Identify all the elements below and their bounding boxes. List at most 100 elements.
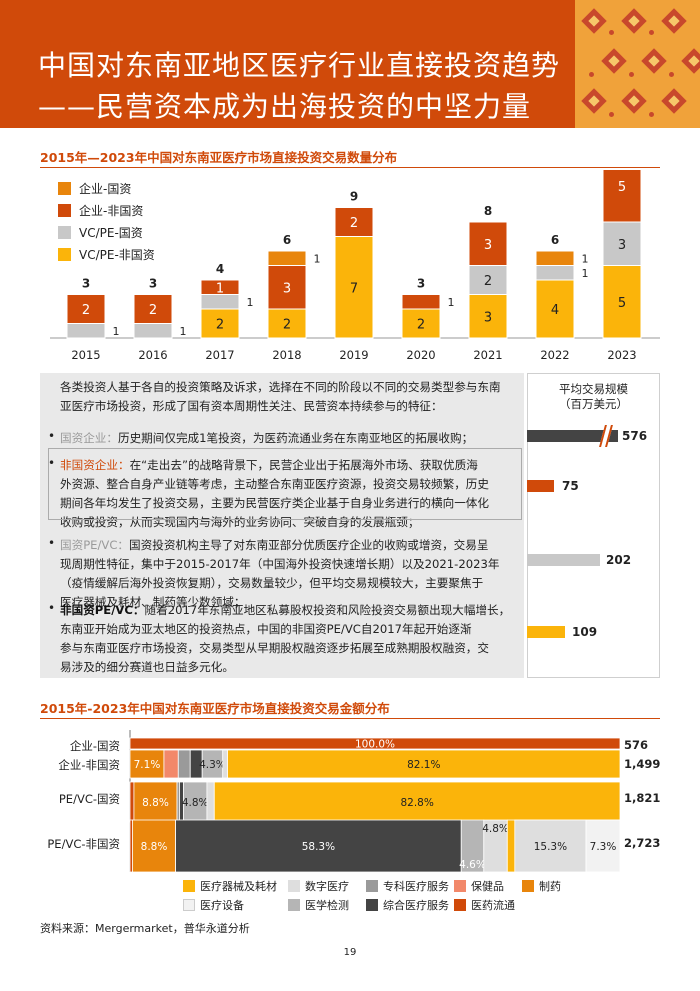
- intro-line1: 各类投资人基于各自的投资策略及诉求，选择在不同的阶段以不同的交易类型参与东南: [60, 380, 501, 394]
- data-label: 3: [484, 238, 492, 253]
- bar-segment: [468, 294, 508, 339]
- legend-swatch: [58, 248, 71, 261]
- bar-segment: [602, 265, 642, 339]
- avg-bar-nonstate-enterprise: [527, 480, 554, 492]
- bullet1-line1: 国资企业：历史期间仅完成1笔投资，为医药流通业务在东南亚地区的拓展收购；: [60, 429, 473, 448]
- row-total-1: 1,499: [624, 757, 661, 771]
- bar-segment: [200, 294, 240, 310]
- value-legend-3: 保健品: [454, 878, 504, 894]
- value-legend-2: 专科医疗服务: [366, 878, 449, 894]
- avg-bar-state-enterprise: [527, 430, 618, 442]
- selected-bullet-outline: [48, 448, 522, 520]
- page-number: 19: [343, 947, 357, 958]
- bullet3-line2: 现周期性特征，集中于2015-2017年（中国海外投资快速增长期）以及2021-…: [60, 557, 500, 571]
- segment-label: 4.3%: [199, 759, 226, 771]
- tick-label: 2019: [339, 348, 368, 362]
- bar-segment: [177, 749, 191, 779]
- bar-segment: [66, 294, 106, 324]
- data-label: 1: [582, 252, 589, 265]
- segment-label: 82.1%: [407, 759, 440, 771]
- bullet2-line2: 外资源、整合自身产业链等考虑，主动整合东南亚医疗资源，投资交易较频繁，历史: [60, 477, 489, 491]
- data-label: 7: [350, 281, 358, 296]
- source-note: 资料来源：Mergermarket，普华永道分析: [40, 922, 250, 935]
- data-label: 2: [216, 318, 224, 333]
- row-label-state-enterprise: 企业-国资: [69, 739, 120, 753]
- bar-segment: [129, 749, 165, 779]
- row-total-2: 1,821: [624, 791, 661, 805]
- value-legend-8: 医药流通: [454, 897, 515, 913]
- bar-segment: [206, 781, 215, 823]
- avg-value-state-enterprise: 576: [622, 429, 648, 443]
- legend-label: 专科医疗服务: [383, 880, 449, 893]
- legend-item-3: VC/PE-非国资: [58, 246, 155, 263]
- bar-segment: [200, 279, 240, 295]
- avg-bar-nonstate-pevc: [527, 626, 565, 638]
- row-label-nonstate-pevc: PE/VC-非国资: [47, 837, 120, 851]
- legend-swatch: [58, 226, 71, 239]
- legend-swatch: [454, 899, 466, 911]
- bar-segment: [535, 279, 575, 339]
- bar-segment: [66, 323, 106, 339]
- total-label: 3: [82, 277, 90, 291]
- legend-swatch: [288, 899, 300, 911]
- bullet4-line2: 东南亚开始成为亚太地区的投资热点，中国的非国资PE/VC自2017年起开始逐渐: [60, 622, 472, 636]
- avg-value-nonstate-enterprise: 75: [562, 479, 579, 493]
- segment-label: 15.3%: [534, 841, 567, 853]
- bullet3-text: 国资投资机构主导了对东南亚部分优质医疗企业的收购或增资，交易呈: [129, 538, 489, 552]
- tick-label: 2018: [272, 348, 301, 362]
- page-title-line2: ——民营资本成为出海投资的中坚力量: [38, 90, 532, 123]
- value-legend-0: 医疗器械及耗材: [183, 878, 277, 894]
- data-label: 3: [283, 281, 291, 296]
- total-label: 4: [216, 262, 224, 276]
- bullet2-text: 在“走出去”的战略背景下，民营企业出于拓展海外市场、获取优质海: [129, 458, 478, 472]
- bar-segment: [535, 250, 575, 266]
- value-legend-4: 制药: [522, 878, 561, 894]
- value-legend-1: 数字医疗: [288, 878, 349, 894]
- data-label: 2: [350, 216, 358, 231]
- value-legend-5: 医疗设备: [183, 897, 244, 913]
- segment-label: 100.0%: [355, 739, 395, 751]
- data-label: 5: [618, 296, 626, 311]
- bar-segment: [175, 819, 462, 873]
- section1-rule: [40, 167, 660, 168]
- data-label: 1: [582, 267, 589, 280]
- total-label: 3: [417, 277, 425, 291]
- legend-swatch: [288, 880, 300, 892]
- legend-swatch: [58, 204, 71, 217]
- bar-segment: [222, 749, 228, 779]
- tick-label: 2022: [540, 348, 569, 362]
- legend-label: 保健品: [471, 880, 504, 893]
- avg-value-nonstate-pevc: 109: [572, 625, 598, 639]
- legend-swatch: [454, 880, 466, 892]
- legend-label: VC/PE-国资: [79, 226, 143, 240]
- deal-value-chart: 100.0% 7.1% 4.3% 82.1% 8.8% 4.8% 82.8% 8.8% 58.3…: [129, 730, 621, 873]
- legend-label: 企业-国资: [79, 182, 132, 196]
- section2-title: 2015年-2023年中国对东南亚医疗市场直接投资交易金额分布: [40, 701, 390, 716]
- row-total-3: 2,723: [624, 836, 661, 850]
- legend-swatch: [366, 880, 378, 892]
- segment-label: 4.8%: [182, 797, 209, 809]
- legend-label: 医疗设备: [200, 899, 244, 912]
- bullet4-text: 随着2017年东南亚地区私募股权投资和风险投资交易额出现大幅增长，: [144, 603, 511, 617]
- legend-label: 企业-非国资: [79, 204, 144, 218]
- total-label: 8: [484, 204, 492, 218]
- legend-label: 医学检测: [305, 899, 349, 912]
- row-label-nonstate-enterprise: 企业-非国资: [58, 758, 120, 772]
- bullet4-line3: 参与东南亚医疗市场投资，交易类型从早期股权融资逐步拓展至成熟期股权融资，交: [60, 641, 489, 655]
- data-label: 1: [448, 296, 455, 309]
- legend-swatch: [58, 182, 71, 195]
- bar-segment: [468, 221, 508, 266]
- legend-item-1: 企业-非国资: [58, 202, 143, 219]
- data-label: 3: [618, 238, 626, 253]
- data-label: 3: [484, 310, 492, 325]
- bar-segment: [585, 819, 621, 873]
- data-label: 1: [180, 325, 187, 338]
- section1-title: 2015年—2023年中国对东南亚医疗市场直接投资交易数量分布: [40, 150, 398, 165]
- page-title-line1: 中国对东南亚地区医疗行业直接投资趋势: [38, 49, 561, 82]
- row-total-0: 576: [624, 738, 649, 752]
- bar-segment: [267, 265, 307, 310]
- legend-swatch: [183, 880, 195, 892]
- data-label: 2: [417, 318, 425, 333]
- bar-segment: [133, 781, 178, 823]
- avg-deal-size-panel: [527, 373, 660, 678]
